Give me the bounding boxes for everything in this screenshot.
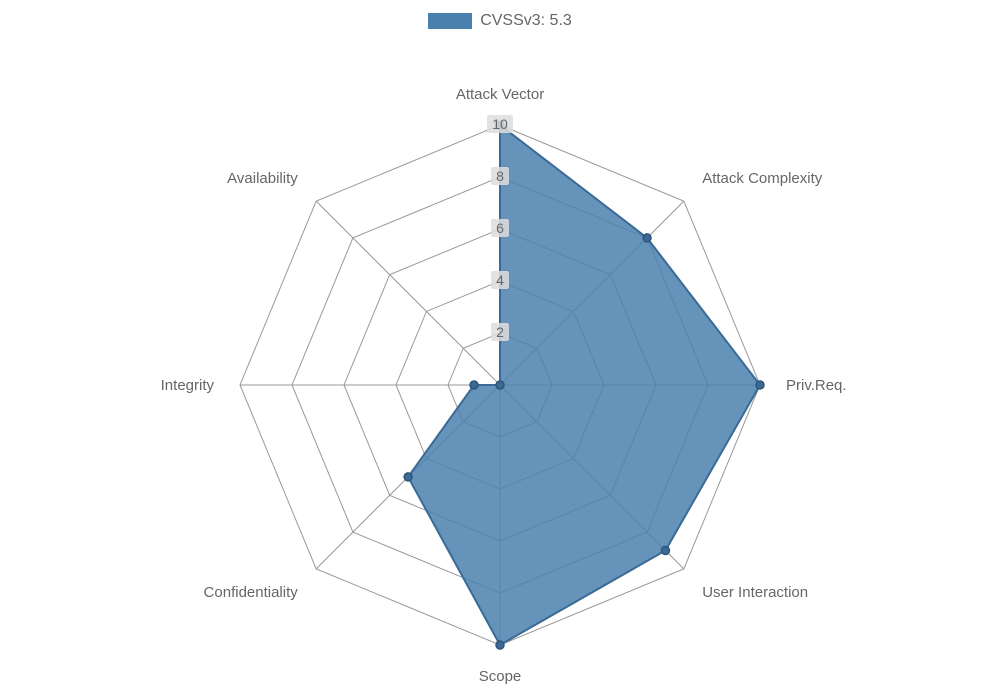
series-point: [661, 546, 669, 554]
series-point: [643, 234, 651, 242]
axis-label: Attack Vector: [456, 86, 544, 103]
spoke: [316, 201, 500, 385]
tick-label: 4: [496, 272, 504, 288]
axis-label: Integrity: [161, 377, 215, 394]
axis-label: Scope: [479, 668, 522, 685]
legend-label: CVSSv3: 5.3: [480, 12, 572, 30]
legend: CVSSv3: 5.3: [0, 12, 1000, 30]
tick-label: 2: [496, 324, 504, 340]
legend-swatch: [428, 13, 472, 29]
axis-label: Availability: [227, 170, 298, 187]
series-point: [470, 381, 478, 389]
axis-label: Priv.Req.: [786, 377, 847, 394]
axis-label: Confidentiality: [204, 584, 299, 601]
series-point: [756, 381, 764, 389]
tick-label: 8: [496, 168, 504, 184]
series-point: [496, 641, 504, 649]
tick-label: 6: [496, 220, 504, 236]
series-point: [404, 473, 412, 481]
tick-label: 10: [492, 116, 508, 132]
axis-label: Attack Complexity: [702, 170, 823, 187]
series-point: [496, 381, 504, 389]
radar-chart: Attack Vector Attack Complexity Priv.Req. U…: [0, 0, 1000, 700]
axis-label: User Interaction: [702, 584, 808, 601]
radar-chart-container: CVSSv3: 5.3 Attack Vector Attack Complexi…: [0, 0, 1000, 700]
